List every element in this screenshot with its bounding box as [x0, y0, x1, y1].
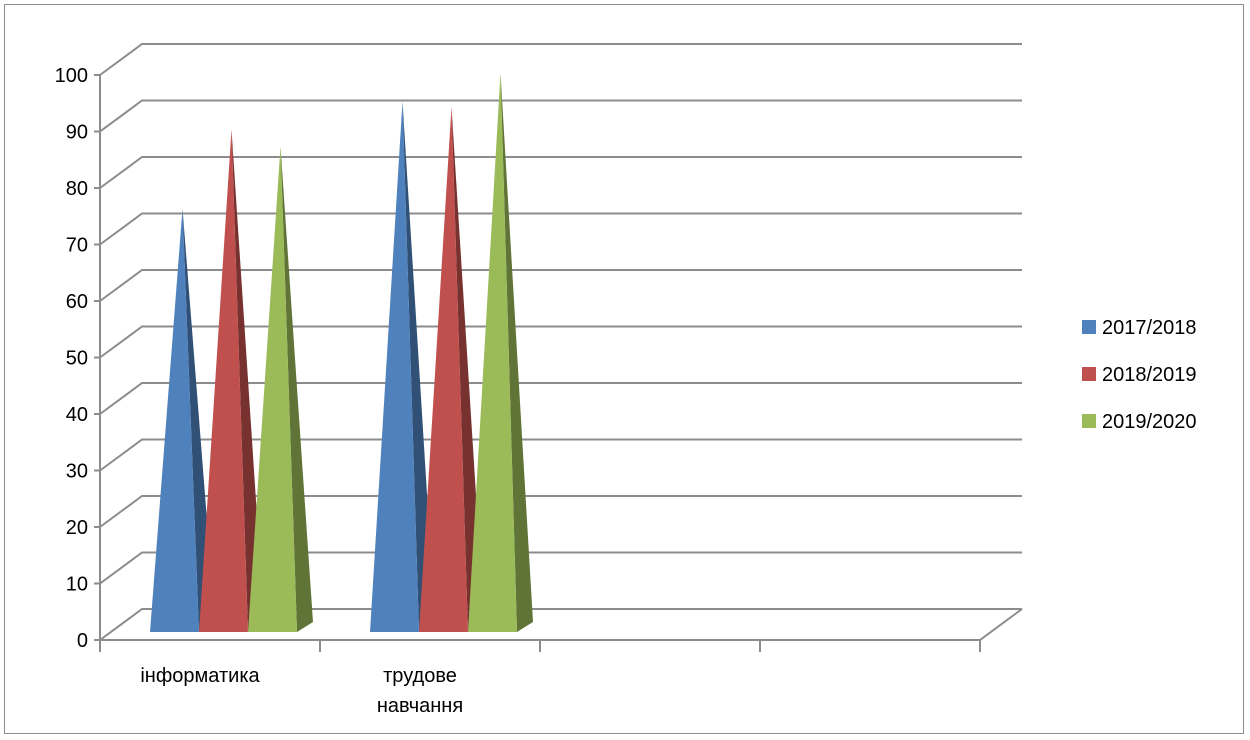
bar-side-face [402, 101, 435, 632]
bar [248, 146, 313, 632]
y-tick-label: 50 [66, 348, 88, 370]
legend: 2017/2018 2018/2019 2019/2020 [1082, 317, 1197, 433]
gridline [99, 269, 1022, 302]
y-tick-labels: 0 10 20 30 40 50 60 70 80 90 100 [55, 65, 88, 652]
gridline [99, 608, 1022, 641]
bar [370, 101, 435, 632]
bar-front-face [248, 146, 297, 632]
y-tick-label: 100 [55, 65, 88, 87]
y-tick-label: 80 [66, 178, 88, 200]
y-tick-label: 70 [66, 235, 88, 257]
bar-front-face [150, 208, 199, 632]
y-tick-label: 20 [66, 517, 88, 539]
gridline [99, 156, 1022, 189]
y-tick-label: 0 [77, 630, 88, 652]
legend-swatch [1082, 414, 1096, 428]
bar-front-face [419, 106, 468, 632]
gridline [99, 382, 1022, 415]
bar-front-face [468, 73, 517, 632]
floor-right-edge [979, 608, 1023, 641]
legend-label: 2017/2018 [1102, 317, 1197, 339]
bar [199, 129, 264, 632]
y-tick-label: 10 [66, 574, 88, 596]
bar-front-face [199, 129, 248, 632]
gridline [99, 551, 1022, 585]
gridlines [99, 43, 1022, 641]
category-label: трудове [383, 665, 457, 687]
legend-label: 2018/2019 [1102, 364, 1197, 386]
y-tick-label: 30 [66, 461, 88, 483]
bar-side-face [280, 146, 313, 632]
category-label: інформатика [140, 665, 260, 687]
gridline [99, 43, 1022, 76]
y-tick-label: 90 [66, 122, 88, 144]
data-bars [150, 73, 533, 632]
y-tick-label: 40 [66, 404, 88, 426]
gridline [99, 325, 1022, 359]
bar-front-face [370, 101, 419, 632]
y-tick-label: 60 [66, 291, 88, 313]
legend-label: 2019/2020 [1102, 411, 1197, 433]
category-label: навчання [377, 695, 463, 717]
gridline [99, 99, 1022, 133]
axes [94, 74, 1023, 652]
legend-swatch [1082, 320, 1096, 334]
gridline [99, 438, 1022, 472]
bar-side-face [231, 129, 264, 632]
category-labels: інформатика трудове навчання [140, 665, 463, 717]
legend-swatch [1082, 367, 1096, 381]
bar [468, 73, 533, 632]
gridline [99, 495, 1022, 528]
bar-side-face [500, 73, 533, 632]
gridline [99, 212, 1022, 246]
